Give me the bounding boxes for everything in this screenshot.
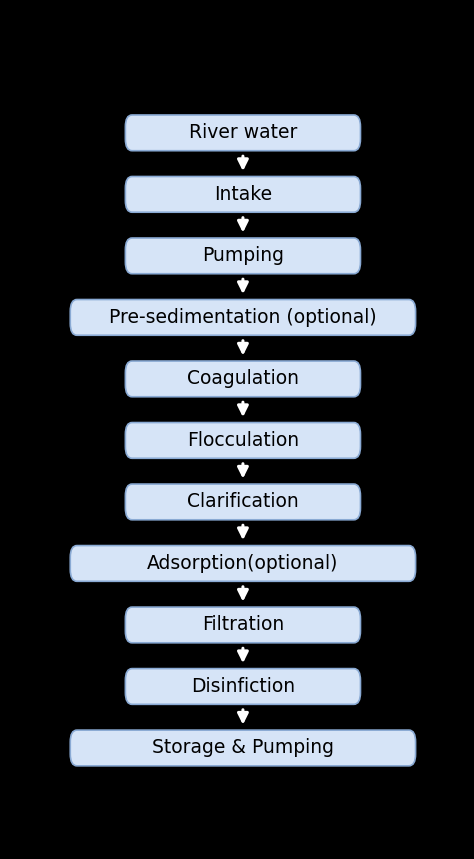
FancyBboxPatch shape bbox=[125, 668, 360, 704]
FancyBboxPatch shape bbox=[125, 115, 360, 150]
Text: Disinfiction: Disinfiction bbox=[191, 677, 295, 696]
Text: River water: River water bbox=[189, 124, 297, 143]
Text: Filtration: Filtration bbox=[202, 615, 284, 635]
FancyBboxPatch shape bbox=[125, 423, 360, 458]
FancyBboxPatch shape bbox=[125, 361, 360, 397]
FancyBboxPatch shape bbox=[70, 300, 416, 335]
Text: Storage & Pumping: Storage & Pumping bbox=[152, 739, 334, 758]
FancyBboxPatch shape bbox=[125, 176, 360, 212]
FancyBboxPatch shape bbox=[70, 730, 416, 766]
FancyBboxPatch shape bbox=[125, 238, 360, 274]
Text: Clarification: Clarification bbox=[187, 492, 299, 511]
Text: Pumping: Pumping bbox=[202, 247, 284, 265]
Text: Intake: Intake bbox=[214, 185, 272, 204]
FancyBboxPatch shape bbox=[125, 484, 360, 520]
FancyBboxPatch shape bbox=[70, 545, 416, 582]
Text: Flocculation: Flocculation bbox=[187, 431, 299, 450]
Text: Pre-sedimentation (optional): Pre-sedimentation (optional) bbox=[109, 308, 377, 327]
Text: Adsorption(optional): Adsorption(optional) bbox=[147, 554, 338, 573]
FancyBboxPatch shape bbox=[125, 607, 360, 643]
Text: Coagulation: Coagulation bbox=[187, 369, 299, 388]
